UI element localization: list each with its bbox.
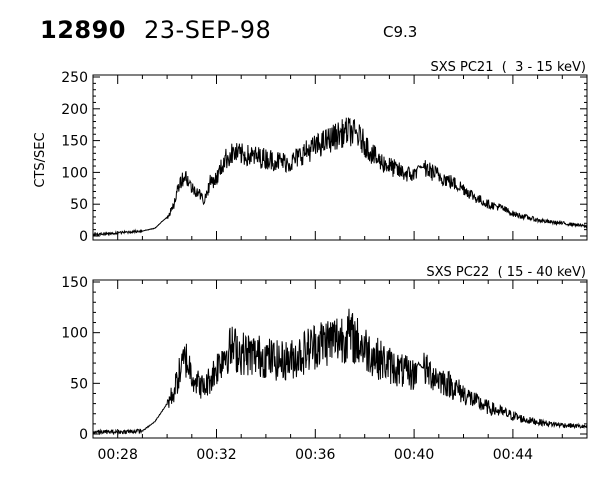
panel-pc21-series-line (92, 117, 588, 238)
panel-pc21-ytick-label: 250 (61, 70, 88, 86)
panel-pc21-xticks (92, 75, 588, 240)
panel-pc22-ytick-label: 0 (79, 427, 88, 443)
panel-pc22-xtick-label: 00:28 (98, 447, 138, 463)
flare-class: C9.3 (383, 23, 418, 41)
panel-pc22-yticks: 0 50 100 150 (61, 275, 587, 443)
panel-pc22-xtick-label: 00:40 (394, 447, 434, 463)
panel-pc21-ytick-label: 150 (61, 134, 88, 150)
event-id: 12890 (40, 16, 126, 44)
panel-pc22-ytick-label: 100 (61, 326, 88, 342)
panel-pc22-ytick-label: 150 (61, 275, 88, 291)
panel-pc21-ytick-label: 100 (61, 165, 88, 181)
panel-pc21-title: SXS PC21 ( 3 - 15 keV) (430, 60, 586, 75)
panel-pc22-series-line (92, 308, 588, 436)
panel-pc22-ytick-label: 50 (70, 376, 88, 392)
panel-pc22-xticks: 00:28 00:32 00:36 00:40 00:44 (92, 280, 588, 463)
panel-pc22-xtick-label: 00:32 (196, 447, 236, 463)
panel-pc21-ytick-label: 0 (79, 229, 88, 245)
panel-pc22-title: SXS PC22 ( 15 - 40 keV) (426, 265, 586, 280)
panel-pc21-yticks: 0 50 100 150 200 250 (61, 70, 587, 245)
event-date: 23-SEP-98 (144, 16, 272, 44)
panel-pc21-ytick-label: 50 (70, 197, 88, 213)
panel-pc22-xtick-label: 00:36 (295, 447, 335, 463)
panel-pc22-frame (92, 279, 588, 439)
panel-pc21-ylabel: CTS/SEC (33, 132, 48, 187)
panel-pc21: SXS PC21 ( 3 - 15 keV) CTS/SEC 0 50 100 150… (33, 60, 588, 245)
panel-pc22-xtick-label: 00:44 (493, 447, 533, 463)
panel-pc21-ytick-label: 200 (61, 102, 88, 118)
